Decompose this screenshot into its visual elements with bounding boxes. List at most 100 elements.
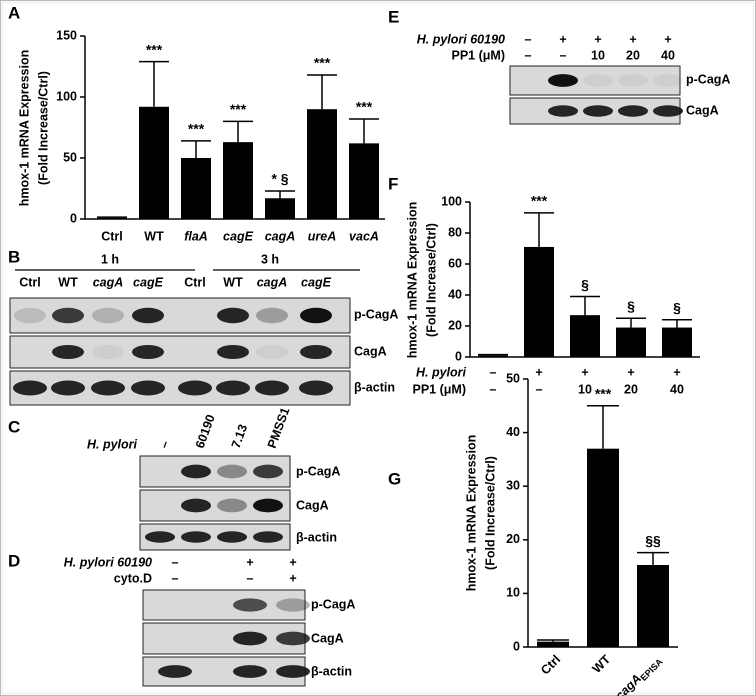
band-label: p-CagA bbox=[296, 464, 340, 478]
blot-band bbox=[253, 464, 283, 479]
y-tick-label: 0 bbox=[70, 211, 77, 225]
x-row-label: + bbox=[673, 365, 680, 379]
blot-band bbox=[255, 380, 289, 396]
blot-band bbox=[216, 380, 250, 396]
row-name: H. pylori 60190 bbox=[64, 555, 152, 569]
time-header: 1 h bbox=[101, 252, 119, 266]
x-row-label: 40 bbox=[670, 382, 684, 396]
row-name: cyto.D bbox=[114, 571, 152, 585]
error-bar bbox=[537, 639, 569, 642]
row-label: + bbox=[559, 32, 566, 46]
blot-band bbox=[217, 531, 247, 543]
row-label: 40 bbox=[661, 48, 675, 62]
blot-band bbox=[132, 307, 164, 324]
y-axis-label: (Fold Increase/Ctrl) bbox=[36, 71, 50, 185]
blot-band bbox=[300, 344, 332, 360]
bar bbox=[97, 217, 127, 219]
blot-band bbox=[276, 665, 310, 678]
band-label: β-actin bbox=[311, 664, 352, 678]
y-tick-label: 20 bbox=[506, 532, 520, 546]
blot-band bbox=[233, 631, 267, 646]
y-tick-label: 30 bbox=[506, 478, 520, 492]
significance-label: *** bbox=[314, 55, 331, 71]
y-tick-label: 50 bbox=[63, 150, 77, 164]
panel-label: C bbox=[8, 417, 20, 436]
y-tick-label: 100 bbox=[441, 194, 462, 208]
row-name: H. pylori 60190 bbox=[417, 32, 505, 46]
blot-band bbox=[653, 74, 683, 87]
y-axis-label: (Fold Increase/Ctrl) bbox=[483, 456, 497, 570]
bar bbox=[524, 246, 554, 357]
significance-label: *** bbox=[230, 101, 247, 117]
y-tick-label: 0 bbox=[513, 639, 520, 653]
row-label: + bbox=[594, 32, 601, 46]
y-tick-label: 100 bbox=[56, 89, 77, 103]
panel-label: E bbox=[388, 7, 399, 26]
y-tick-label: 0 bbox=[455, 349, 462, 363]
lane-label: cagE bbox=[133, 275, 164, 289]
bar bbox=[587, 448, 619, 647]
significance-label: *** bbox=[356, 99, 373, 115]
significance-label: *** bbox=[146, 41, 163, 57]
x-row-label: + bbox=[535, 365, 542, 379]
blot-band bbox=[145, 531, 175, 543]
bar bbox=[637, 564, 669, 647]
blot-band bbox=[178, 380, 212, 396]
x-row-label: + bbox=[581, 365, 588, 379]
error-bar bbox=[181, 140, 211, 158]
lane-label: cagE bbox=[301, 275, 332, 289]
panel-label: G bbox=[388, 469, 401, 488]
y-axis-label: hmox-1 mRNA Expression bbox=[17, 50, 31, 207]
significance-label: *** bbox=[531, 193, 548, 209]
row-name: PP1 (μM) bbox=[452, 48, 506, 62]
row-label: – bbox=[172, 555, 179, 569]
error-bar bbox=[139, 60, 169, 107]
x-tick-label: flaA bbox=[184, 229, 208, 243]
blot-band bbox=[653, 105, 683, 117]
error-bar bbox=[570, 295, 600, 316]
lane-label: WT bbox=[223, 275, 243, 289]
x-tick-label: vacA bbox=[349, 229, 379, 243]
x-row-label: – bbox=[536, 382, 543, 396]
blot-band bbox=[299, 380, 333, 396]
lane-label: WT bbox=[58, 275, 78, 289]
x-tick-label: WT bbox=[144, 229, 164, 243]
y-tick-label: 10 bbox=[506, 586, 520, 600]
row-label: – bbox=[560, 48, 567, 62]
blot-band bbox=[217, 464, 247, 479]
blot-band bbox=[233, 665, 267, 678]
x-tick-label: Ctrl bbox=[101, 229, 123, 243]
x-row-label: 20 bbox=[624, 382, 638, 396]
bar bbox=[265, 198, 295, 219]
blot-band bbox=[181, 498, 211, 513]
y-tick-label: 40 bbox=[448, 287, 462, 301]
blot-band bbox=[217, 307, 249, 324]
bar bbox=[662, 327, 692, 357]
significance-label: *** bbox=[595, 386, 612, 402]
y-tick-label: 150 bbox=[56, 28, 77, 42]
blot-band bbox=[52, 307, 84, 324]
bar bbox=[537, 641, 569, 647]
blot-band bbox=[256, 307, 288, 324]
x-row-label: + bbox=[627, 365, 634, 379]
x-row-name: H. pylori bbox=[416, 365, 467, 379]
lane-label: Ctrl bbox=[19, 275, 41, 289]
significance-label: *** bbox=[188, 121, 205, 137]
blot-band bbox=[300, 307, 332, 324]
bar bbox=[478, 355, 508, 357]
bar bbox=[570, 315, 600, 357]
bar bbox=[181, 158, 211, 219]
x-row-label: – bbox=[490, 365, 497, 379]
y-tick-label: 80 bbox=[448, 225, 462, 239]
blot-band bbox=[181, 464, 211, 479]
error-bar bbox=[349, 118, 379, 144]
lane-label: Ctrl bbox=[184, 275, 206, 289]
x-tick-label: cagA bbox=[265, 229, 296, 243]
lane-label: cagA bbox=[257, 275, 288, 289]
blot-band bbox=[233, 598, 267, 612]
x-row-label: – bbox=[490, 382, 497, 396]
panel-label: F bbox=[388, 174, 398, 193]
y-tick-label: 50 bbox=[506, 371, 520, 385]
blot-band bbox=[276, 631, 310, 646]
panel-label: B bbox=[8, 247, 20, 266]
